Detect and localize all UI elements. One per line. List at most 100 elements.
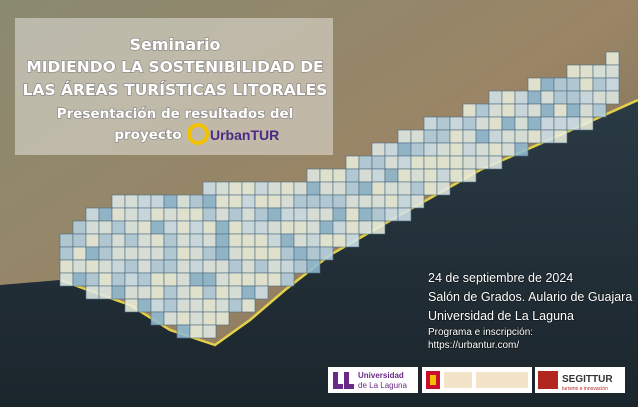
grid-cell [293,246,308,261]
grid-cell [241,207,256,222]
grid-cell [566,90,581,105]
grid-cell [488,116,503,131]
grid-cell [124,298,139,313]
grid-cell [202,324,217,339]
grid-cell [189,220,204,235]
grid-cell [228,298,243,313]
grid-cell [163,259,178,274]
grid-cell [189,194,204,209]
logo-text: UrbanTUR [210,127,279,143]
grid-cell [306,194,321,209]
grid-cell [384,168,399,183]
logo-icon [187,123,209,145]
grid-cell [85,272,100,287]
grid-cell [501,90,516,105]
analysis-grid [59,51,620,339]
grid-cell [163,246,178,261]
grid-cell [254,259,269,274]
grid-cell [358,194,373,209]
grid-cell [462,129,477,144]
grid-cell [111,194,126,209]
grid-cell [111,246,126,261]
event-url: https://urbantur.com/ [428,340,519,351]
grid-cell [228,246,243,261]
grid-cell [397,142,412,157]
grid-cell [150,285,165,300]
grid-cell [254,285,269,300]
grid-cell [189,272,204,287]
event-institution: Universidad de La Laguna [428,309,574,323]
grid-cell [436,129,451,144]
grid-cell [384,155,399,170]
grid-cell [241,272,256,287]
grid-cell [228,181,243,196]
grid-cell [228,259,243,274]
grid-cell [540,103,555,118]
grid-cell [306,246,321,261]
grid-cell [384,194,399,209]
grid-cell [540,77,555,92]
government-logo [422,367,532,393]
grid-cell [345,194,360,209]
grid-cell [215,194,230,209]
grid-cell [150,233,165,248]
grid-cell [124,220,139,235]
grid-cell [332,181,347,196]
grid-cell [449,116,464,131]
grid-cell [228,194,243,209]
grid-cell [397,168,412,183]
kicker: Seminario [129,35,220,54]
grid-cell [85,220,100,235]
grid-cell [189,246,204,261]
grid-cell [345,181,360,196]
grid-cell [371,155,386,170]
grid-cell [423,168,438,183]
grid-cell [202,233,217,248]
grid-cell [293,181,308,196]
grid-cell [280,220,295,235]
grid-cell [176,285,191,300]
grid-cell [98,233,113,248]
grid-cell [241,194,256,209]
grid-cell [59,246,74,261]
grid-cell [501,142,516,157]
grid-cell [293,259,308,274]
grid-cell [488,129,503,144]
grid-cell [293,220,308,235]
subtitle-line: Presentación de resultados del [57,106,294,122]
grid-cell [111,285,126,300]
grid-cell [579,64,594,79]
grid-cell [176,233,191,248]
grid-cell [137,298,152,313]
grid-cell [410,168,425,183]
grid-cell [98,207,113,222]
grid-cell [397,155,412,170]
grid-cell [176,324,191,339]
grid-cell [397,181,412,196]
grid-cell [371,181,386,196]
grid-cell [306,220,321,235]
grid-cell [319,233,334,248]
grid-cell [488,90,503,105]
grid-cell [202,207,217,222]
title-line: MIDIENDO LA SOSTENIBILIDAD DE [26,58,323,76]
grid-cell [98,246,113,261]
grid-cell [293,207,308,222]
grid-cell [137,246,152,261]
grid-cell [332,220,347,235]
grid-cell [254,246,269,261]
grid-cell [436,168,451,183]
grid-cell [605,64,620,79]
grid-cell [137,220,152,235]
grid-cell [189,233,204,248]
grid-cell [85,246,100,261]
grid-cell [176,207,191,222]
grid-cell [540,129,555,144]
grid-cell [410,181,425,196]
grid-cell [527,90,542,105]
grid-cell [423,155,438,170]
urbantur-logo: UrbanTUR [187,123,279,145]
grid-cell [475,155,490,170]
grid-cell [436,155,451,170]
grid-cell [488,142,503,157]
